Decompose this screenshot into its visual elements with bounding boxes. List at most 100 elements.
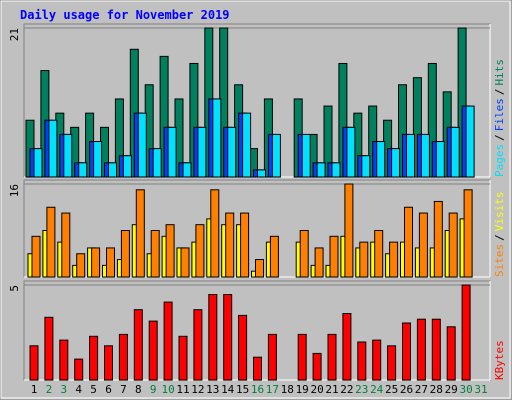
- bar: [450, 126, 460, 178]
- bar: [225, 212, 235, 278]
- bar: [197, 126, 207, 178]
- bar: [61, 212, 71, 278]
- bar: [316, 162, 326, 178]
- bar: [178, 335, 188, 381]
- bar: [135, 189, 145, 278]
- bar: [91, 247, 101, 278]
- x-tick-label: 9: [150, 383, 157, 396]
- x-tick-label: 3: [60, 383, 67, 396]
- bar: [253, 356, 262, 381]
- bar: [240, 212, 250, 278]
- bar: [329, 235, 339, 278]
- x-tick-label: 14: [221, 383, 235, 396]
- x-tick-label: 6: [105, 383, 112, 396]
- bar: [297, 333, 307, 381]
- bar: [431, 318, 441, 381]
- x-tick-label: 1: [31, 383, 38, 396]
- x-tick-label: 25: [385, 383, 398, 396]
- bar: [446, 326, 456, 381]
- y-tick-label: 21: [8, 28, 21, 41]
- bar: [48, 119, 58, 178]
- x-tick-label: 31: [474, 383, 487, 396]
- bar: [118, 333, 128, 381]
- bar: [327, 333, 337, 381]
- legend-separator: /: [493, 89, 506, 96]
- x-tick-label: 28: [430, 383, 443, 396]
- bar: [150, 230, 160, 278]
- bar: [93, 141, 103, 178]
- legend: Sites / Visits: [493, 192, 506, 278]
- bar: [106, 247, 115, 278]
- bar: [372, 339, 382, 381]
- bar: [374, 230, 384, 278]
- legend-entry: Files: [493, 98, 506, 131]
- bar: [344, 183, 354, 278]
- legend-separator: /: [493, 234, 506, 241]
- x-tick-label: 21: [325, 383, 338, 396]
- bar: [104, 345, 113, 381]
- bar: [193, 309, 203, 381]
- bar: [312, 352, 322, 381]
- legend-entry: Visits: [493, 192, 506, 232]
- bar: [465, 105, 475, 178]
- bar: [122, 155, 132, 178]
- bar: [389, 241, 399, 278]
- bar: [463, 189, 473, 278]
- bar: [402, 322, 411, 381]
- bar: [242, 112, 252, 178]
- bar: [148, 320, 158, 381]
- bar: [63, 133, 73, 178]
- bar: [331, 162, 341, 178]
- x-tick-label: 30: [459, 383, 472, 396]
- bar: [404, 206, 413, 278]
- bar: [357, 341, 367, 381]
- x-tick-label: 11: [176, 383, 189, 396]
- x-tick-label: 29: [445, 383, 458, 396]
- bar: [461, 284, 471, 381]
- x-tick-label: 13: [206, 383, 219, 396]
- bar: [212, 98, 222, 178]
- x-tick-label: 26: [400, 383, 413, 396]
- x-tick-label: 22: [340, 383, 353, 396]
- bar: [108, 162, 117, 178]
- bar: [44, 316, 54, 381]
- bar: [223, 294, 233, 381]
- bar: [31, 235, 41, 278]
- bar: [133, 309, 143, 381]
- bar: [387, 345, 397, 381]
- bar: [152, 148, 162, 178]
- bar: [342, 313, 352, 381]
- x-tick-label: 17: [266, 383, 279, 396]
- bar: [182, 162, 192, 178]
- bar: [269, 235, 279, 278]
- y-tick-label: 5: [8, 285, 21, 292]
- bar: [165, 224, 175, 278]
- x-tick-label: 19: [296, 383, 309, 396]
- bar: [208, 294, 218, 381]
- bar: [420, 133, 430, 178]
- bar: [255, 259, 264, 278]
- bar: [227, 126, 237, 178]
- x-tick-label: 5: [90, 383, 97, 396]
- legend: KBytes: [493, 340, 506, 380]
- bar: [78, 162, 88, 178]
- bar: [137, 112, 147, 178]
- bar: [299, 230, 309, 278]
- bar: [301, 133, 311, 178]
- bar: [416, 318, 426, 381]
- legend: Pages / Files / Hits: [493, 59, 506, 177]
- bar: [406, 133, 415, 178]
- bar: [180, 247, 190, 278]
- bar: [46, 206, 56, 278]
- bar: [391, 148, 401, 178]
- bar: [74, 358, 84, 381]
- x-tick-label: 20: [310, 383, 323, 396]
- x-tick-label: 23: [355, 383, 368, 396]
- bar: [29, 345, 39, 381]
- x-tick-label: 24: [370, 383, 384, 396]
- x-tick-label: 8: [135, 383, 142, 396]
- legend-entry: Sites: [493, 244, 506, 277]
- bar: [195, 224, 205, 278]
